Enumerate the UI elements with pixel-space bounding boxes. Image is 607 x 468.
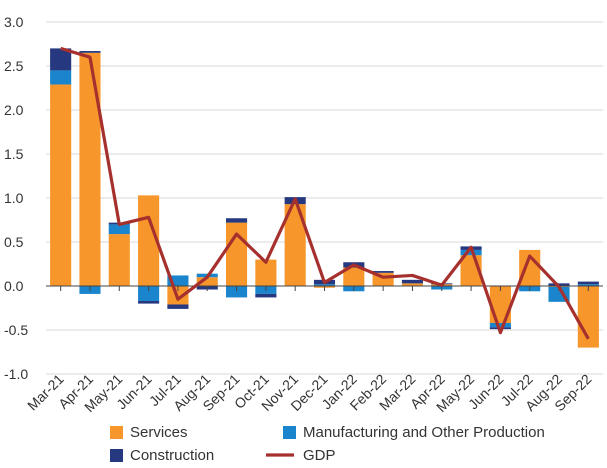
bar-construction <box>167 304 189 309</box>
legend-swatch <box>110 426 123 439</box>
bar-services <box>401 283 424 286</box>
bar-services <box>108 234 130 286</box>
bar-construction <box>50 48 72 71</box>
bar-construction <box>255 293 277 298</box>
bar-services <box>196 277 218 286</box>
bar-services <box>79 52 101 286</box>
bar-manufacturing-and-other-production <box>167 275 189 286</box>
bar-services <box>255 259 277 286</box>
y-tick-label: 1.0 <box>4 190 24 206</box>
y-tick-label: 2.5 <box>4 58 24 74</box>
bar-construction <box>401 279 424 284</box>
bar-construction <box>577 281 599 285</box>
bar-manufacturing-and-other-production <box>489 322 511 328</box>
bar-manufacturing-and-other-production <box>50 70 72 85</box>
bar-services <box>50 84 72 286</box>
legend-swatch <box>283 426 296 439</box>
zero-axis <box>46 285 603 291</box>
bar-construction <box>138 300 160 304</box>
y-tick-label: 3.0 <box>4 14 24 30</box>
x-axis: Mar-21Apr-21May-21Jun-21Jul-21Aug-21Sep-… <box>24 371 595 415</box>
gdp-line <box>60 46 590 340</box>
y-tick-label: 0.0 <box>4 278 24 294</box>
bar-manufacturing-and-other-production <box>460 249 482 256</box>
bar-manufacturing-and-other-production <box>313 284 336 286</box>
bar-manufacturing-and-other-production <box>577 284 599 286</box>
bar-manufacturing-and-other-production <box>108 224 130 235</box>
bar-construction <box>372 271 394 273</box>
legend-label: Construction <box>130 447 214 464</box>
bar-services <box>343 267 365 286</box>
legend-label: Manufacturing and Other Production <box>303 424 545 441</box>
bar-manufacturing-and-other-production <box>138 286 160 301</box>
y-tick-label: 0.5 <box>4 234 24 250</box>
y-tick-label: -0.5 <box>4 322 28 338</box>
bar-construction <box>79 51 101 53</box>
bar-services <box>225 222 248 286</box>
y-tick-label: 2.0 <box>4 102 24 118</box>
bar-construction <box>225 218 248 223</box>
bar-services <box>519 249 541 286</box>
legend: Services Manufacturing and Other Producti… <box>110 424 545 464</box>
gridlines <box>46 21 603 375</box>
bar-services <box>284 204 306 286</box>
legend-swatch <box>110 449 123 462</box>
bar-manufacturing-and-other-production <box>225 286 248 298</box>
legend-label: GDP <box>303 447 336 464</box>
legend-label: Services <box>130 424 188 441</box>
y-tick-label: -1.0 <box>4 366 28 382</box>
gdp-line-path <box>60 46 590 340</box>
y-tick-label: 1.5 <box>4 146 24 162</box>
y-axis: 3.0 2.5 2.0 1.5 1.0 0.5 0.0 -0.5 -1.0 <box>4 14 28 382</box>
